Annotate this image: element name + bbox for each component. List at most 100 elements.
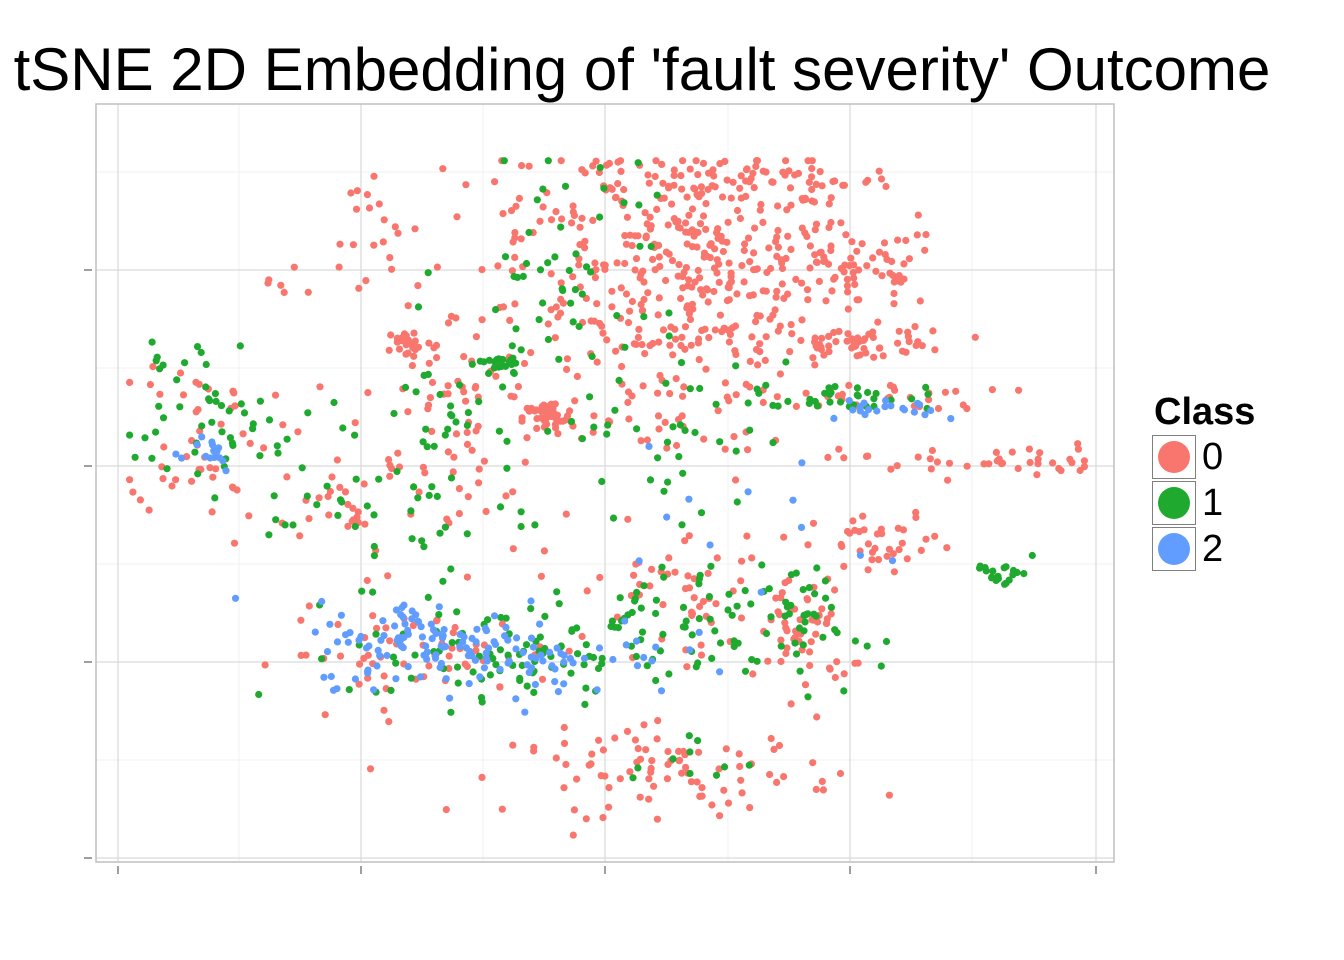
data-point-class-0 xyxy=(478,773,486,782)
data-point-class-1 xyxy=(211,494,219,502)
data-point-class-0 xyxy=(844,330,852,338)
data-point-class-1 xyxy=(765,585,773,593)
data-point-class-1 xyxy=(561,182,570,190)
data-point-class-0 xyxy=(644,289,652,297)
data-point-class-0 xyxy=(612,347,620,355)
legend-dot-icon xyxy=(1158,486,1190,519)
data-point-class-2 xyxy=(333,685,341,693)
data-point-class-1 xyxy=(725,590,733,598)
data-point-class-1 xyxy=(732,447,740,455)
data-point-class-0 xyxy=(868,556,876,564)
data-point-class-0 xyxy=(217,420,225,428)
data-point-class-0 xyxy=(444,382,452,390)
data-point-class-1 xyxy=(640,313,648,321)
data-point-class-2 xyxy=(657,687,666,695)
legend-label: 1 xyxy=(1202,482,1224,524)
data-point-class-1 xyxy=(574,650,582,658)
data-point-class-1 xyxy=(662,379,670,387)
data-point-class-0 xyxy=(843,337,851,345)
data-point-class-0 xyxy=(160,443,168,451)
data-point-class-1 xyxy=(523,682,531,690)
data-point-class-1 xyxy=(463,421,471,429)
data-point-class-0 xyxy=(809,519,818,527)
data-point-class-0 xyxy=(783,206,791,214)
data-point-class-1 xyxy=(745,761,753,769)
legend-entry-2: 2 xyxy=(1152,526,1255,572)
data-point-class-0 xyxy=(562,510,570,518)
data-point-class-0 xyxy=(642,234,650,242)
data-point-class-0 xyxy=(823,619,831,628)
data-point-class-0 xyxy=(508,267,516,275)
data-point-class-0 xyxy=(772,594,780,602)
data-point-class-0 xyxy=(831,673,839,682)
data-point-class-1 xyxy=(424,593,432,602)
data-point-class-0 xyxy=(700,249,709,257)
data-point-class-2 xyxy=(399,644,407,652)
data-point-class-0 xyxy=(890,289,898,298)
data-point-class-1 xyxy=(448,639,456,647)
data-point-class-0 xyxy=(463,573,471,581)
data-point-class-1 xyxy=(522,259,531,268)
data-point-class-1 xyxy=(981,564,989,572)
data-point-class-0 xyxy=(748,554,756,562)
data-point-class-0 xyxy=(624,398,632,406)
data-point-class-0 xyxy=(871,544,879,553)
data-point-class-0 xyxy=(315,494,323,502)
data-point-class-0 xyxy=(664,760,672,769)
data-point-class-0 xyxy=(556,309,565,317)
data-point-class-0 xyxy=(713,229,721,237)
data-point-class-1 xyxy=(822,594,830,602)
data-point-class-0 xyxy=(895,546,903,554)
data-point-class-2 xyxy=(849,406,857,414)
data-point-class-0 xyxy=(297,616,305,624)
data-point-class-2 xyxy=(888,557,897,565)
data-point-class-0 xyxy=(840,268,848,276)
data-point-class-1 xyxy=(453,663,462,671)
data-point-class-0 xyxy=(725,296,733,304)
data-point-class-1 xyxy=(544,259,552,267)
data-point-class-0 xyxy=(578,632,586,641)
data-point-class-0 xyxy=(575,261,583,269)
data-point-class-0 xyxy=(179,391,188,399)
data-point-class-0 xyxy=(336,652,345,660)
data-point-class-0 xyxy=(388,265,396,273)
data-point-class-1 xyxy=(153,353,161,361)
data-point-class-1 xyxy=(654,454,662,462)
data-point-class-1 xyxy=(516,674,524,683)
data-point-class-2 xyxy=(554,688,563,696)
data-point-class-1 xyxy=(733,498,741,506)
data-point-class-1 xyxy=(643,662,651,670)
data-point-class-2 xyxy=(473,625,481,633)
data-point-class-2 xyxy=(505,657,513,665)
data-point-class-0 xyxy=(840,562,848,571)
data-point-class-0 xyxy=(840,454,848,462)
data-point-class-0 xyxy=(705,334,713,342)
data-point-class-2 xyxy=(210,453,218,461)
data-point-class-0 xyxy=(630,571,638,579)
data-point-class-2 xyxy=(404,626,412,635)
data-point-class-0 xyxy=(664,221,672,229)
data-point-class-1 xyxy=(492,661,500,669)
data-point-class-1 xyxy=(509,368,518,377)
data-point-class-1 xyxy=(508,360,516,369)
data-point-class-2 xyxy=(351,675,359,683)
data-point-class-0 xyxy=(787,245,795,253)
data-point-class-1 xyxy=(652,609,660,618)
data-point-class-0 xyxy=(589,216,597,224)
data-point-class-0 xyxy=(883,552,891,560)
data-point-class-1 xyxy=(389,653,398,661)
data-point-class-0 xyxy=(775,741,784,750)
data-point-class-1 xyxy=(256,452,264,460)
data-point-class-1 xyxy=(197,348,205,357)
data-point-class-0 xyxy=(694,266,702,275)
data-point-class-0 xyxy=(344,522,352,530)
data-point-class-1 xyxy=(712,400,720,408)
data-point-class-1 xyxy=(796,667,804,675)
data-point-class-1 xyxy=(716,438,724,446)
data-point-class-1 xyxy=(193,343,202,351)
data-point-class-0 xyxy=(411,337,419,345)
data-point-class-0 xyxy=(670,166,678,174)
data-point-class-0 xyxy=(830,328,838,337)
data-point-class-1 xyxy=(777,642,785,650)
data-point-class-0 xyxy=(605,803,613,811)
